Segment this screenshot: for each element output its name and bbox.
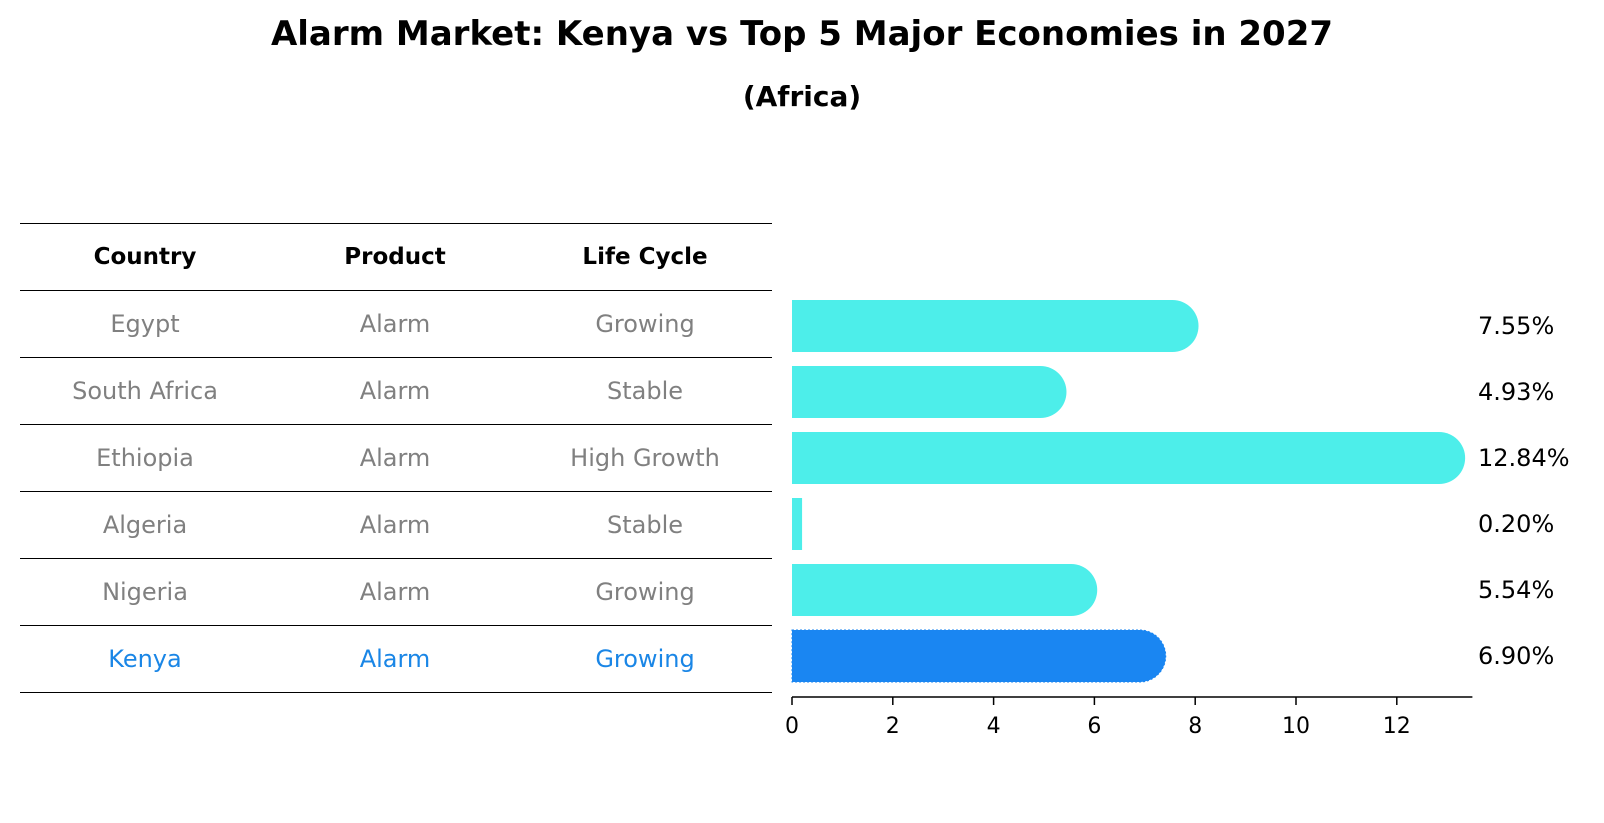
cell-product: Alarm [359,444,431,472]
x-tick-label: 2 [886,714,900,739]
chart-subtitle: (Africa) [742,80,862,113]
table-row: Egypt Alarm Growing [20,291,772,358]
x-tick-label: 10 [1282,714,1310,739]
x-tick-label: 4 [987,714,1001,739]
x-tick-label: 12 [1383,714,1411,739]
country-table: Country Product Life Cycle Egypt Alarm G… [20,223,772,693]
bar-egypt [792,300,1199,352]
bar-ethiopia [792,432,1466,484]
cell-life-cycle: Growing [595,310,695,338]
cell-life-cycle: Growing [595,578,695,606]
cell-life-cycle: Stable [606,377,684,405]
value-label: 4.93% [1478,378,1554,406]
x-tick-label: 0 [785,714,799,739]
table-row-highlight: Kenya Alarm Growing [20,626,772,693]
x-tick-label: 6 [1087,714,1101,739]
cell-product: Alarm [359,645,431,673]
bar-kenya [791,629,1167,683]
cell-life-cycle: High Growth [570,444,720,472]
table-row: Algeria Alarm Stable [20,492,772,559]
chart-title: Alarm Market: Kenya vs Top 5 Major Econo… [270,14,1334,54]
table-header-row: Country Product Life Cycle [20,223,772,291]
cell-product: Alarm [359,511,431,539]
cell-country: Kenya [108,645,182,673]
header-life-cycle: Life Cycle [582,244,708,270]
header-product: Product [344,244,446,270]
table-row: South Africa Alarm Stable [20,358,772,425]
cell-life-cycle: Growing [595,645,695,673]
bar-algeria [792,498,803,550]
value-label: 6.90% [1478,642,1554,670]
table-row: Nigeria Alarm Growing [20,559,772,626]
cell-product: Alarm [359,578,431,606]
bar-south-africa [792,366,1067,418]
x-tick-label: 8 [1188,714,1202,739]
cell-country: Egypt [110,310,180,338]
cell-country: South Africa [72,377,218,405]
header-country: Country [93,244,197,270]
cell-country: Ethiopia [96,444,194,472]
value-label: 12.84% [1478,444,1570,472]
cell-country: Algeria [102,511,188,539]
cell-product: Alarm [359,377,431,405]
table-row: Ethiopia Alarm High Growth [20,425,772,492]
value-label: 0.20% [1478,510,1554,538]
value-label: 7.55% [1478,312,1554,340]
cell-life-cycle: Stable [606,511,684,539]
cell-product: Alarm [359,310,431,338]
cell-country: Nigeria [102,578,188,606]
value-label: 5.54% [1478,576,1554,604]
bar-nigeria [792,564,1098,616]
